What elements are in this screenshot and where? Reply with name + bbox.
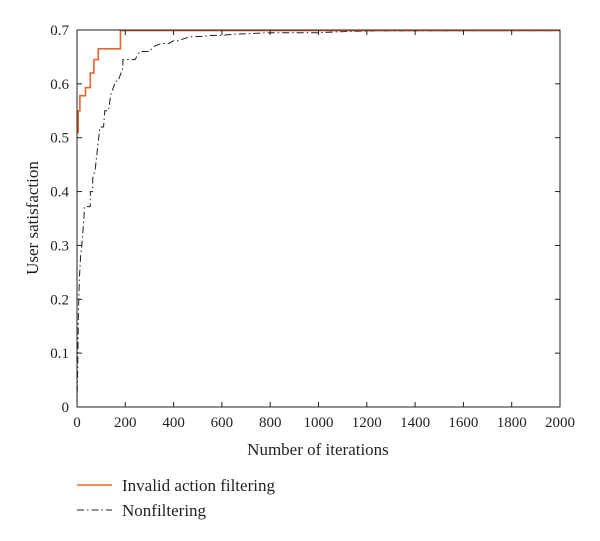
y-tick-label: 0 (62, 400, 70, 416)
x-tick-label: 600 (211, 415, 234, 431)
legend-label-nonfiltering: Nonfiltering (122, 501, 207, 520)
y-tick-label: 0.7 (50, 23, 69, 39)
y-tick-label: 0.4 (50, 185, 69, 201)
x-tick-label: 1200 (352, 415, 382, 431)
x-tick-label: 1600 (448, 415, 478, 431)
y-tick-label: 0.1 (50, 346, 69, 362)
plot-lines (76, 29, 561, 408)
y-axis-title: User satisfaction (23, 161, 42, 275)
y-tick-label: 0.3 (50, 238, 69, 254)
x-tick-label: 800 (259, 415, 282, 431)
y-tick-label: 0.5 (50, 131, 69, 147)
tick-marks (76, 29, 561, 408)
x-tick-labels: 0 200 400 600 800 1000 1200 1400 1600 1800 2000 (73, 415, 575, 431)
y-tick-label: 0.2 (50, 292, 69, 308)
legend-label-invalid-action-filtering: Invalid action filtering (122, 476, 275, 495)
y-tick-label: 0.6 (50, 77, 69, 93)
x-tick-label: 1800 (497, 415, 527, 431)
x-tick-label: 1400 (400, 415, 430, 431)
x-axis-title: Number of iterations (247, 440, 389, 459)
x-tick-label: 2000 (545, 415, 575, 431)
y-tick-labels: 0 0.1 0.2 0.3 0.4 0.5 0.6 0.7 (50, 23, 69, 416)
legend: Invalid action filtering Nonfiltering (77, 476, 275, 520)
x-tick-label: 1000 (304, 415, 334, 431)
series-line-nonfiltering (76, 30, 561, 408)
plot-frame (76, 29, 561, 408)
x-tick-label: 400 (162, 415, 185, 431)
x-tick-label: 200 (114, 415, 137, 431)
x-tick-label: 0 (73, 415, 81, 431)
series-line-invalid-action-filtering (77, 29, 560, 134)
